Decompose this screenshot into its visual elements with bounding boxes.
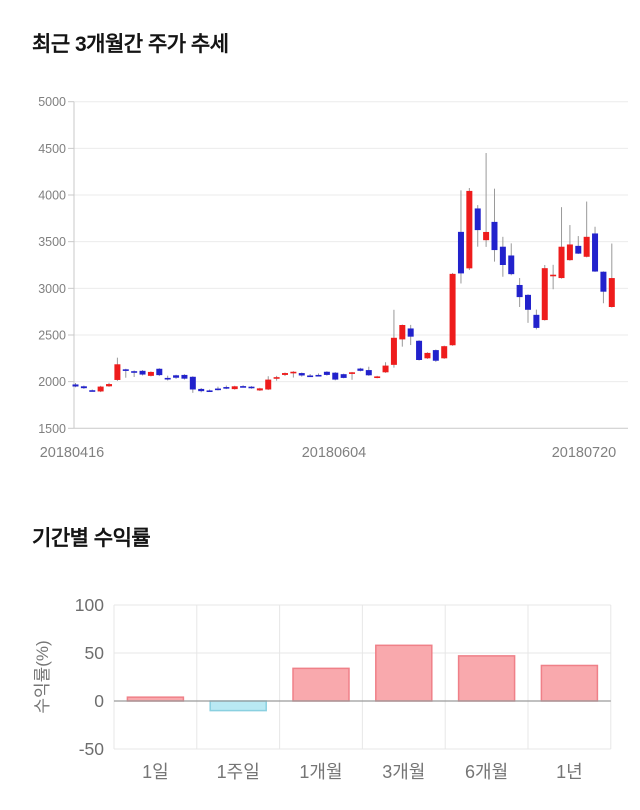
candle-down [298,373,305,376]
x-axis-tick-label: 20180604 [302,445,367,461]
candle-up [374,376,381,379]
candle-down [357,368,364,371]
candlestick-chart: 5000 4500 4000 3500 3000 2500 2000 1500 20180416… [38,95,628,461]
price-trend-title: 최근 3개월간 주가 추세 [32,33,229,56]
y-axis-tick-label: 1500 [38,422,66,436]
candle-down [525,294,532,310]
y-axis-tick-label: 5000 [38,95,66,109]
candle-down [198,388,205,392]
candle-down [533,314,540,328]
returns-bar-chart: 100 50 0 -50 1일 1주일 1개월 3개월 6개월 1년 수익률(%) [33,595,612,782]
candle-down [223,387,230,389]
candle-up [97,386,104,392]
candle-up [541,268,548,321]
candle-down [315,374,322,377]
candle-up [281,373,288,375]
candle-down [600,271,607,292]
candle-down [491,221,498,251]
candle-down [340,374,347,378]
candle-down [516,284,523,298]
candle-up [231,386,238,390]
candle-down [80,386,87,389]
candle-up [608,278,615,307]
candle-down [457,231,464,274]
candle-down [332,372,339,380]
x-axis-category-label: 6개월 [465,762,508,782]
candle-down [508,255,515,275]
candle-up [106,384,113,387]
candle-down [139,370,146,375]
candle-down [365,370,372,376]
y-axis-tick-label: 100 [75,595,104,615]
candle-down [240,386,247,388]
return-bar-positive [457,655,516,702]
candle-down [499,246,506,265]
x-axis-category-label: 1년 [556,762,583,782]
candle-down [307,375,314,378]
candle-down [72,384,79,387]
y-axis-tick-label: 2500 [38,328,66,342]
candle-up [382,365,389,373]
candle-down [164,377,171,380]
candle-up [583,236,590,257]
return-bar-positive [292,667,350,702]
x-axis-category-label: 3개월 [382,762,425,782]
candle-up [265,379,272,390]
candle-down [214,388,221,391]
candle-down [206,390,213,393]
y-axis-tick-label: 3500 [38,235,66,249]
candle-up [147,371,154,376]
y-axis-tick-label: 4000 [38,189,66,203]
candle-down [407,328,414,337]
candle-down [122,369,129,371]
candle-up [273,377,280,379]
candle-up [566,244,573,261]
candle-up [424,352,431,359]
candle-down [189,376,196,390]
y-axis-tick-label: 3000 [38,282,66,296]
candle-down [156,368,163,376]
return-bar-positive [375,644,433,702]
candle-up [390,337,397,365]
candle-down [89,390,96,392]
x-axis-category-label: 1주일 [217,762,260,782]
y-axis-tick-label: 4500 [38,142,66,156]
y-axis-tick-label: 50 [85,643,105,663]
x-axis-tick-label: 20180416 [40,445,105,461]
y-axis-tick-label: 2000 [38,375,66,389]
return-bar-negative [209,700,267,712]
candle-down [592,233,599,272]
candle-down [173,375,180,378]
y-axis-tick-label: -50 [79,739,105,759]
candle-up [114,364,121,380]
y-axis-tick-label: 0 [94,691,104,711]
x-axis-category-label: 1개월 [299,762,342,782]
candle-up [256,388,263,391]
return-bar-positive [540,664,599,702]
y-axis-title: 수익률(%) [33,640,52,713]
candle-down [181,374,188,379]
candle-up [483,231,490,241]
candle-down [323,371,330,375]
candle-up [399,325,406,340]
x-axis-tick-label: 20180720 [552,445,617,461]
candle-down [131,371,138,373]
period-returns-title: 기간별 수익률 [32,527,151,550]
candle-down [432,350,439,361]
candle-down [474,208,481,231]
candle-up [466,190,473,269]
candle-down [575,245,582,254]
candle-up [449,273,456,346]
candle-up [558,246,565,279]
candle-up [550,274,557,277]
candle-up [441,346,448,359]
candle-down [416,340,423,360]
candle-up [290,371,297,374]
candle-down [248,386,255,389]
candle-up [349,372,356,374]
x-axis-category-label: 1일 [142,762,169,782]
